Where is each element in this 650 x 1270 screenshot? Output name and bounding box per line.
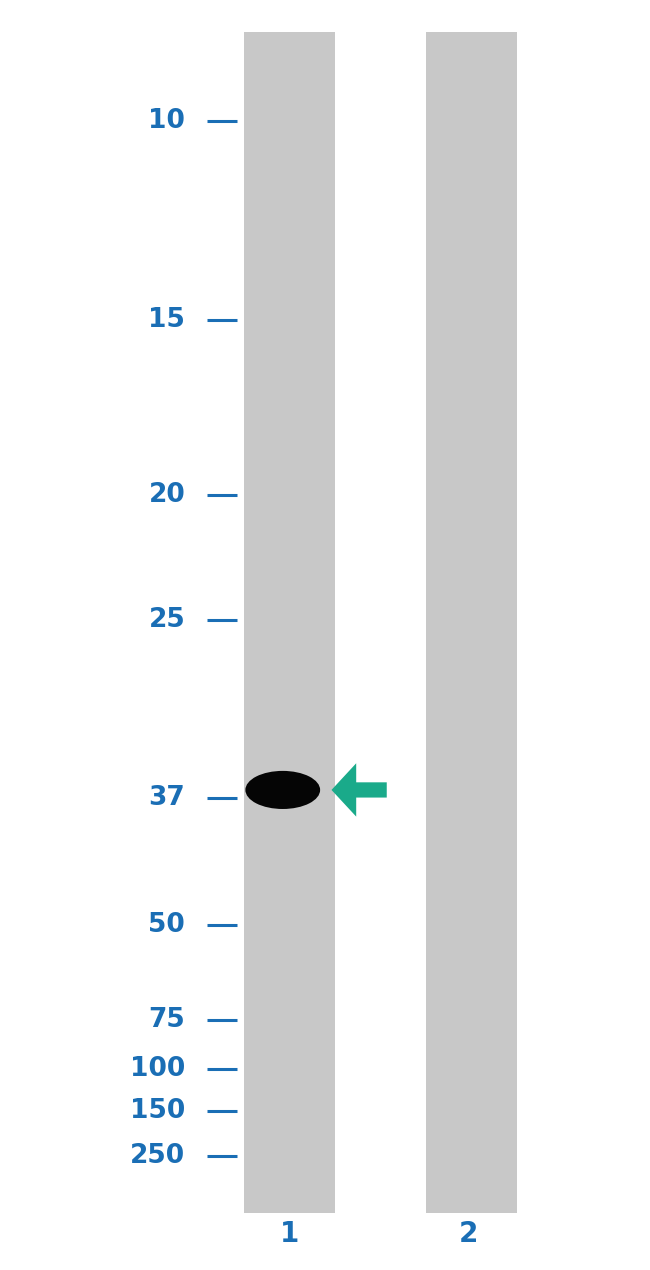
- Text: 50: 50: [148, 912, 185, 937]
- Text: 250: 250: [130, 1143, 185, 1168]
- Text: 10: 10: [148, 108, 185, 133]
- Text: 150: 150: [130, 1099, 185, 1124]
- Bar: [426, 32, 517, 1213]
- Ellipse shape: [246, 771, 320, 809]
- Text: 25: 25: [148, 607, 185, 632]
- Text: 75: 75: [148, 1007, 185, 1033]
- Bar: [244, 32, 335, 1213]
- Text: 15: 15: [148, 307, 185, 333]
- Text: 100: 100: [130, 1057, 185, 1082]
- Text: 20: 20: [148, 483, 185, 508]
- Text: 37: 37: [148, 785, 185, 810]
- Text: 2: 2: [458, 1220, 478, 1248]
- Text: 1: 1: [280, 1220, 299, 1248]
- FancyArrow shape: [332, 763, 387, 817]
